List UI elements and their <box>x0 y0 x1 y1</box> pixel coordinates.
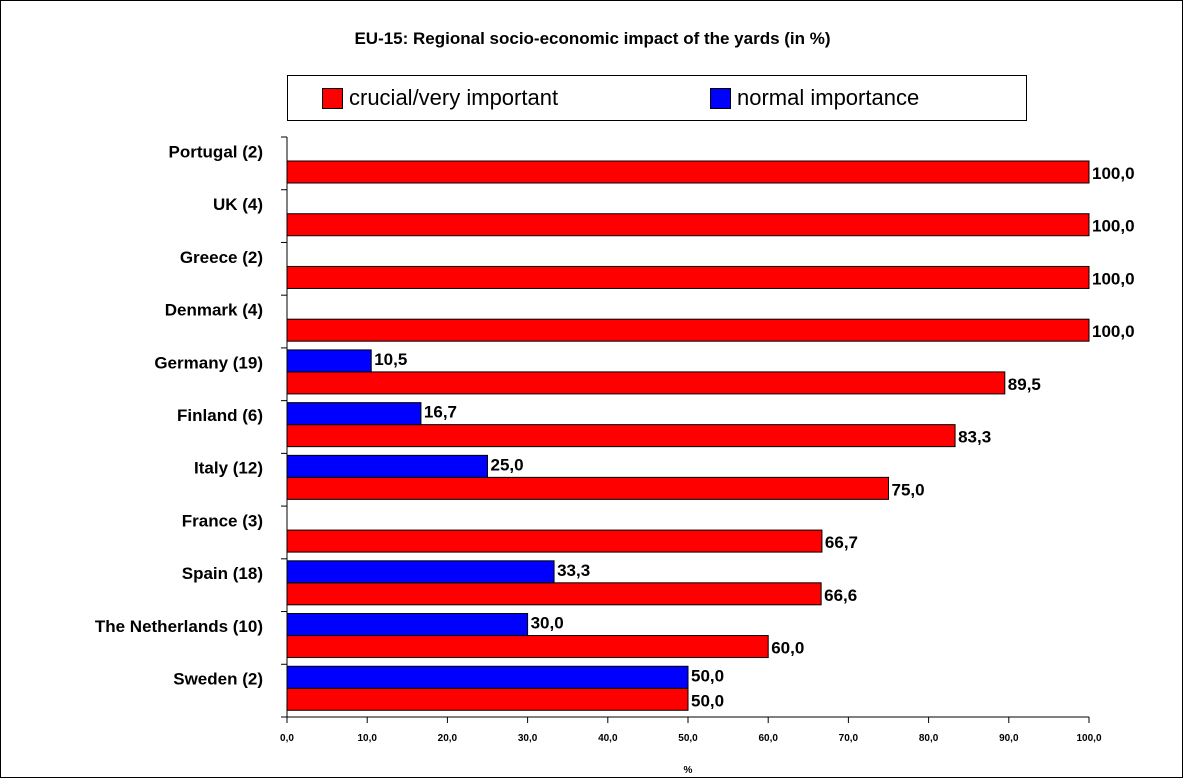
x-tick-label: 50,0 <box>678 733 698 744</box>
category-label: Denmark (4) <box>165 301 263 320</box>
bar-crucial <box>286 687 689 711</box>
legend-swatch-crucial <box>322 87 343 109</box>
value-label-normal: 16,7 <box>424 403 457 422</box>
chart-title: EU-15: Regional socio-economic impact of… <box>354 29 831 48</box>
category-label: France (3) <box>182 511 263 530</box>
category-label: Italy (12) <box>194 459 263 478</box>
bar-normal <box>286 349 372 373</box>
value-label-crucial: 66,6 <box>824 586 857 605</box>
x-tick-label: 40,0 <box>598 733 618 744</box>
bar-crucial <box>286 635 769 659</box>
bar-normal <box>286 454 488 478</box>
category-label: The Netherlands (10) <box>95 617 263 636</box>
category-label: Germany (19) <box>154 353 263 372</box>
bar-crucial <box>286 424 956 448</box>
category-label: Greece (2) <box>180 248 263 267</box>
x-tick-label: 0,0 <box>280 733 294 744</box>
x-tick-label: 10,0 <box>357 733 377 744</box>
value-label-crucial: 100,0 <box>1092 164 1135 183</box>
value-label-normal: 10,5 <box>374 350 407 369</box>
value-label-crucial: 100,0 <box>1092 322 1135 341</box>
value-label-normal: 25,0 <box>491 455 524 474</box>
bar-normal <box>286 402 422 426</box>
value-label-crucial: 60,0 <box>771 639 804 658</box>
value-label-normal: 50,0 <box>691 666 724 685</box>
value-label-crucial: 83,3 <box>958 428 991 447</box>
category-label: Finland (6) <box>177 406 263 425</box>
x-axis-title: % <box>684 765 693 776</box>
category-label: UK (4) <box>213 195 263 214</box>
bar-normal <box>286 560 555 584</box>
x-tick-label: 100,0 <box>1076 733 1101 744</box>
x-tick-label: 30,0 <box>518 733 538 744</box>
bar-normal <box>286 665 689 689</box>
legend-item-crucial: crucial/very important <box>322 85 558 111</box>
x-tick-label: 20,0 <box>438 733 458 744</box>
bar-crucial <box>286 582 822 606</box>
bar-crucial <box>286 160 1090 184</box>
value-label-crucial: 89,5 <box>1008 375 1041 394</box>
value-label-normal: 30,0 <box>531 614 564 633</box>
bar-crucial <box>286 529 823 553</box>
bar-crucial <box>286 213 1090 237</box>
x-tick-label: 70,0 <box>839 733 859 744</box>
legend-item-normal: normal importance <box>710 85 919 111</box>
x-tick-label: 60,0 <box>758 733 778 744</box>
bar-crucial <box>286 476 889 500</box>
legend-label-crucial: crucial/very important <box>349 85 559 110</box>
bar-crucial <box>286 265 1090 289</box>
bar-normal <box>286 613 529 637</box>
value-label-crucial: 75,0 <box>892 480 925 499</box>
value-label-crucial: 100,0 <box>1092 217 1135 236</box>
bar-crucial <box>286 318 1090 342</box>
legend-label-normal: normal importance <box>737 85 920 110</box>
value-label-crucial: 100,0 <box>1092 269 1135 288</box>
value-label-crucial: 66,7 <box>825 533 858 552</box>
bar-crucial <box>286 371 1006 395</box>
chart-legend: crucial/very important normal importance <box>287 75 1027 121</box>
value-label-crucial: 50,0 <box>691 691 724 710</box>
x-tick-label: 90,0 <box>999 733 1019 744</box>
x-tick-label: 80,0 <box>919 733 939 744</box>
category-label: Spain (18) <box>182 564 263 583</box>
legend-swatch-normal <box>710 87 731 109</box>
category-label: Portugal (2) <box>169 142 263 161</box>
category-label: Sweden (2) <box>173 670 263 689</box>
value-label-normal: 33,3 <box>557 561 590 580</box>
